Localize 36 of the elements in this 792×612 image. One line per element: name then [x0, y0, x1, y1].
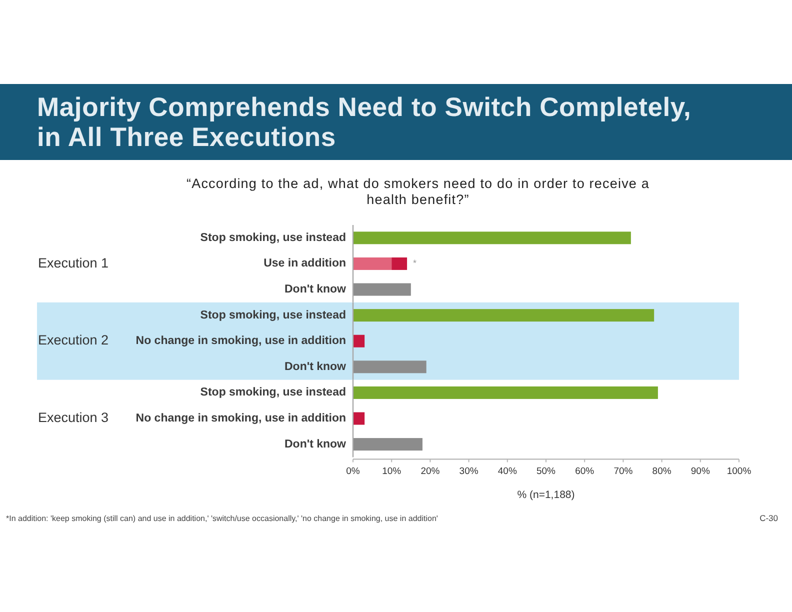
chart-subtitle: “According to the ad, what do smokers need to do in order to receive a health benefit?” [186, 176, 650, 207]
y-tick-label: Stop smoking, use instead [200, 386, 346, 399]
bar [392, 257, 408, 270]
x-tick-label: 80% [652, 466, 672, 478]
y-axis-title: Execution 1 [38, 255, 109, 270]
y-tick-label: No change in smoking, use in addition [136, 335, 346, 348]
y-axis-title: Execution 3 [38, 410, 109, 426]
y-tick-label: Use in addition [264, 258, 346, 270]
text: C-30 [760, 513, 778, 523]
y-tick-label: Don't know [284, 284, 346, 296]
x-tick-label: 100% [726, 466, 752, 478]
bar [353, 438, 422, 451]
annotation: * [413, 258, 418, 268]
x-tick-label: 70% [614, 466, 634, 478]
y-tick-label: No change in smoking, use in addition [136, 412, 346, 425]
bar [353, 232, 631, 244]
bar [353, 283, 411, 296]
x-tick-label: 50% [536, 466, 556, 478]
y-axis-title: Execution 2 [38, 332, 109, 348]
bar [353, 386, 658, 399]
x-tick-label: 20% [420, 466, 440, 478]
y-tick-label: Stop smoking, use instead [200, 232, 346, 244]
bar [353, 257, 392, 270]
bar [353, 412, 365, 425]
x-tick-label: 0% [346, 466, 360, 478]
x-axis-title: % (n=1,188) [517, 489, 575, 502]
y-tick-label: Stop smoking, use instead [200, 309, 346, 322]
x-tick-label: 40% [498, 466, 518, 478]
y-tick-label: Don't know [284, 360, 346, 373]
y-tick-label: Don't know [284, 438, 346, 450]
x-tick-label: 90% [690, 466, 710, 478]
chart-title: Majority Comprehends Need to Switch Completely, in All Three Executions [37, 92, 692, 152]
text: *In addition: 'keep smoking (still can) and use in addition,' 'switch/use occasionally,' 'no change in smoking, use in addition' [6, 514, 438, 523]
x-tick-label: 30% [459, 466, 479, 478]
x-tick-label: 10% [382, 466, 402, 478]
x-tick-label: 60% [575, 466, 595, 478]
